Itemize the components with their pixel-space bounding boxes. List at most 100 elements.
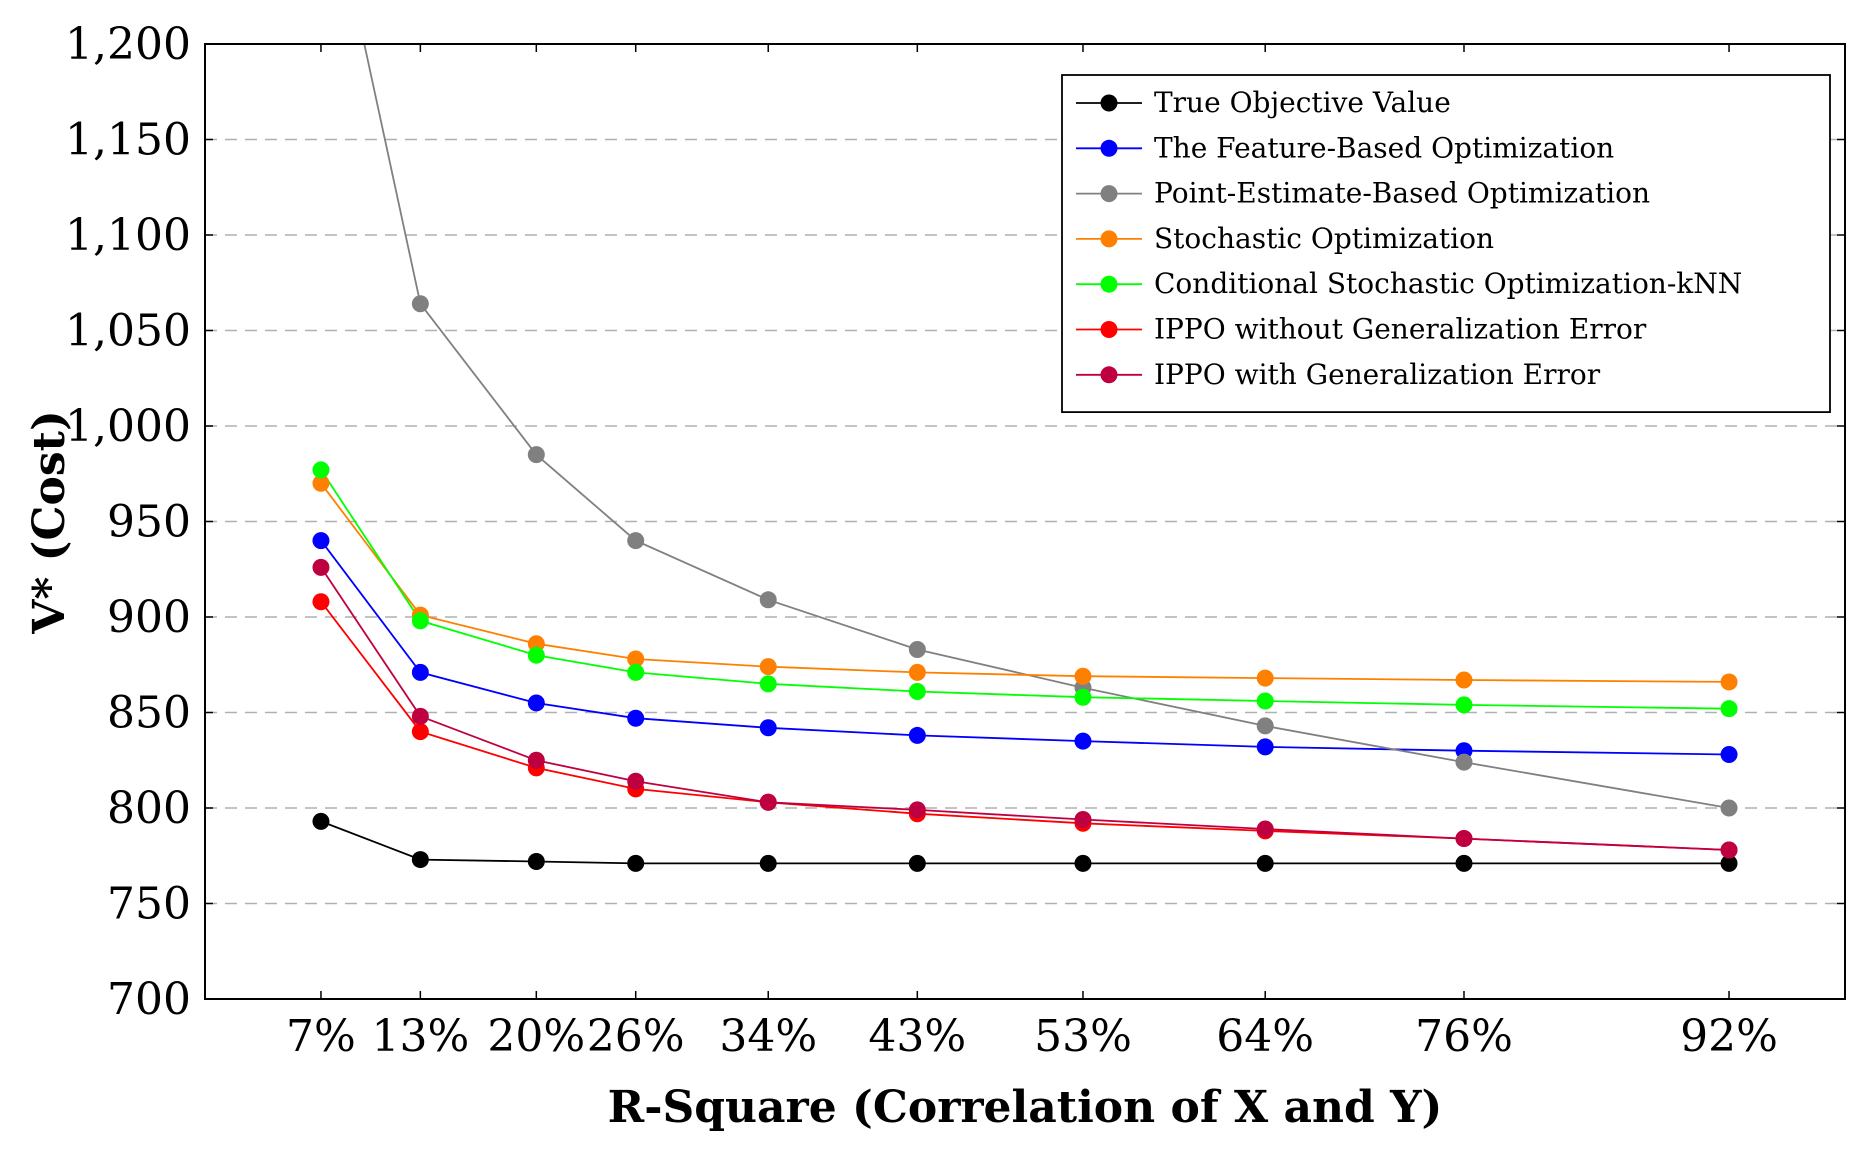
data-point-0-3 [627, 854, 645, 872]
legend-marker-1 [1100, 139, 1118, 157]
legend-marker-4 [1100, 275, 1118, 293]
data-point-1-9 [1720, 746, 1738, 764]
legend-label-4: Conditional Stochastic Optimization-kNN [1154, 267, 1742, 300]
data-point-6-1 [411, 707, 429, 725]
legend-label-6: IPPO with Generalization Error [1154, 358, 1601, 391]
data-point-2-4 [759, 591, 777, 609]
data-point-4-4 [759, 675, 777, 693]
y-tick-label-750: 750 [107, 879, 191, 930]
data-point-6-8 [1455, 830, 1473, 848]
x-tick-label-64: 64% [1216, 1011, 1314, 1062]
data-point-4-6 [1074, 688, 1092, 706]
data-point-6-9 [1720, 841, 1738, 859]
data-point-6-5 [908, 801, 926, 819]
data-point-0-1 [411, 851, 429, 869]
data-point-4-9 [1720, 700, 1738, 718]
data-point-4-0 [312, 461, 330, 479]
data-point-0-2 [527, 852, 545, 870]
x-tick-label-53: 53% [1034, 1011, 1132, 1062]
data-point-1-4 [759, 719, 777, 737]
series-line-6 [320, 566, 1730, 851]
data-point-1-2 [527, 694, 545, 712]
data-point-4-2 [527, 646, 545, 664]
data-point-2-7 [1256, 717, 1274, 735]
data-point-4-8 [1455, 696, 1473, 714]
series-markers [312, 295, 1738, 872]
data-point-2-9 [1720, 799, 1738, 817]
legend-marker-2 [1100, 185, 1118, 203]
data-point-0-0 [312, 812, 330, 830]
data-point-2-1 [411, 295, 429, 313]
data-point-4-3 [627, 663, 645, 681]
series-line-5 [320, 601, 1730, 851]
x-tick-label-7: 7% [286, 1011, 356, 1062]
legend: True Objective Value The Feature-Based Op… [1061, 74, 1831, 414]
series-line-1 [320, 540, 1730, 756]
data-point-6-6 [1074, 810, 1092, 828]
x-tick-label-20: 20% [487, 1011, 585, 1062]
data-point-1-0 [312, 532, 330, 550]
x-tick-label-13: 13% [371, 1011, 469, 1062]
y-tick-label-1100: 1,100 [65, 210, 191, 261]
data-point-1-5 [908, 726, 926, 744]
data-point-3-8 [1455, 671, 1473, 689]
y-tick-label-1050: 1,050 [65, 306, 191, 357]
legend-label-2: Point-Estimate-Based Optimization [1154, 177, 1650, 210]
data-point-5-0 [312, 593, 330, 611]
series-lines [320, 44, 1730, 865]
data-point-3-3 [627, 650, 645, 668]
data-point-1-7 [1256, 738, 1274, 756]
x-tick-label-43: 43% [868, 1011, 966, 1062]
data-point-0-5 [908, 854, 926, 872]
data-point-2-2 [527, 446, 545, 464]
data-point-3-0 [312, 474, 330, 492]
data-point-4-7 [1256, 692, 1274, 710]
y-tick-label-700: 700 [107, 974, 191, 1025]
data-point-0-8 [1455, 854, 1473, 872]
x-axis-ticks: 7% 13% 20% 26% 34% 43% 53% 64% 76% 92% [286, 44, 1778, 1062]
legend-label-3: Stochastic Optimization [1154, 222, 1494, 255]
legend-label-0: True Objective Value [1154, 86, 1451, 119]
data-point-2-5 [908, 640, 926, 658]
x-tick-label-92: 92% [1680, 1011, 1778, 1062]
y-axis-ticks: 700 750 800 850 900 950 1,000 1,050 1,100 1,150 1,… [65, 19, 1845, 1025]
data-point-0-4 [759, 854, 777, 872]
data-point-2-8 [1455, 753, 1473, 771]
y-tick-label-950: 950 [107, 497, 191, 548]
y-tick-label-1150: 1,150 [65, 115, 191, 166]
data-point-3-5 [908, 663, 926, 681]
data-point-6-2 [527, 751, 545, 769]
y-axis-title: V* (Cost) [24, 410, 75, 635]
data-point-6-3 [627, 772, 645, 790]
x-tick-label-34: 34% [719, 1011, 817, 1062]
data-point-6-4 [759, 793, 777, 811]
series-line-2 [363, 44, 1730, 809]
data-point-6-0 [312, 558, 330, 576]
legend-marker-5 [1100, 321, 1118, 338]
y-tick-label-900: 900 [107, 592, 191, 643]
legend-box [1061, 74, 1831, 414]
data-point-3-7 [1256, 669, 1274, 687]
x-axis-title: R-Square (Correlation of X and Y) [608, 1082, 1443, 1133]
data-point-5-1 [411, 723, 429, 741]
data-point-3-4 [759, 658, 777, 676]
data-point-0-6 [1074, 854, 1092, 872]
series-line-4 [320, 469, 1730, 710]
data-point-1-3 [627, 709, 645, 727]
series-line-0 [320, 820, 1729, 865]
y-tick-label-1000: 1,000 [65, 401, 191, 452]
legend-marker-0 [1100, 94, 1118, 112]
data-point-1-1 [411, 663, 429, 681]
legend-marker-6 [1100, 366, 1118, 384]
data-point-3-6 [1074, 667, 1092, 685]
y-tick-label-850: 850 [107, 688, 191, 739]
data-point-3-9 [1720, 673, 1738, 691]
legend-label-5: IPPO without Generalization Error [1154, 313, 1647, 346]
legend-marker-3 [1100, 230, 1118, 248]
legend-label-1: The Feature-Based Optimization [1154, 131, 1614, 164]
data-point-0-9 [1720, 854, 1738, 872]
data-point-2-3 [627, 532, 645, 550]
y-tick-label-800: 800 [107, 783, 191, 834]
data-point-1-6 [1074, 732, 1092, 750]
